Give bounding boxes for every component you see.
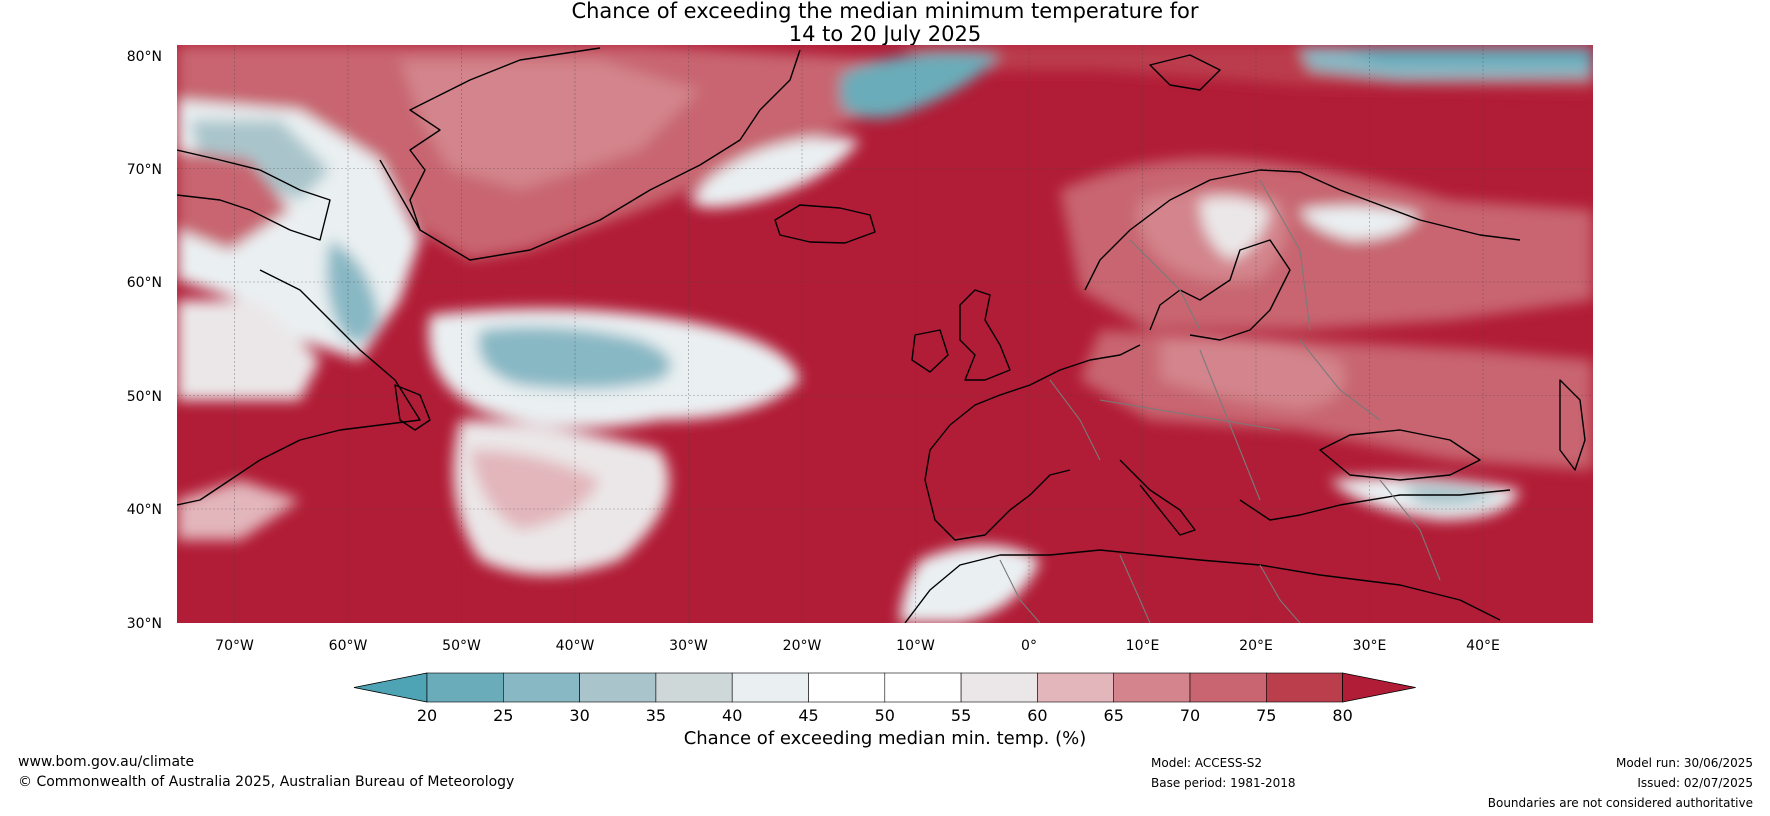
lat-label-40n: 40°N — [127, 502, 162, 518]
disclaimer-text: Boundaries are not considered authoritat… — [1487, 796, 1753, 810]
colorbar-bin — [1266, 672, 1343, 703]
colorbar-tick-label: 60 — [1027, 706, 1047, 725]
colorbar-tick-label: 20 — [417, 706, 437, 725]
colorbar-bin — [1113, 672, 1191, 703]
baffin-coast — [177, 149, 331, 241]
greenland-west — [409, 47, 601, 231]
colorbar-tick-label: 40 — [722, 706, 742, 725]
lon-label-20e: 20°E — [1239, 638, 1273, 654]
greenland-coast — [379, 49, 801, 261]
issued-text: Issued: 02/07/2025 — [1637, 776, 1753, 790]
colorbar-bin — [1037, 672, 1115, 703]
lon-label-70w: 70°W — [215, 638, 254, 654]
lon-label-10w: 10°W — [896, 638, 935, 654]
latitude-labels: 80°N 70°N 60°N 50°N 40°N 30°N — [127, 49, 162, 632]
map-title-line2: 14 to 20 July 2025 — [788, 22, 982, 46]
colorbar-bin — [655, 672, 733, 703]
caspian-coast — [1559, 379, 1586, 471]
colorbar-tick-label: 50 — [875, 706, 895, 725]
colorbar-bin — [1189, 672, 1267, 703]
iberia-coast — [924, 449, 1071, 541]
website-text: www.bom.gov.au/climate — [18, 754, 195, 770]
colorbar-tick-label: 75 — [1256, 706, 1276, 725]
norway-coast — [1084, 169, 1521, 291]
newfoundland-coast — [394, 384, 431, 431]
colorbar-tick-label: 80 — [1332, 706, 1352, 725]
colorbar-bin — [731, 672, 809, 703]
map-title: Chance of exceeding the median minimum t… — [0, 0, 1770, 46]
lon-label-0: 0° — [1021, 638, 1037, 654]
lon-label-60w: 60°W — [329, 638, 368, 654]
probability-field — [177, 45, 1593, 623]
lon-label-10e: 10°E — [1126, 638, 1160, 654]
iceland-coast — [774, 204, 876, 244]
colorbar-bin — [808, 672, 886, 703]
black-sea-coast — [1319, 429, 1481, 481]
colorbar-bin — [502, 672, 580, 703]
colorbar-tick-label: 30 — [569, 706, 589, 725]
svalbard-coast — [1149, 54, 1221, 91]
lat-label-50n: 50°N — [127, 389, 162, 405]
lon-label-20w: 20°W — [783, 638, 822, 654]
italy-coast — [1119, 459, 1196, 536]
baltic-coast — [1149, 239, 1291, 341]
lon-label-30e: 30°E — [1353, 638, 1387, 654]
colorbar-bin — [426, 672, 504, 703]
coastlines — [177, 47, 1586, 623]
lon-label-30w: 30°W — [669, 638, 708, 654]
colorbar-tick-label: 70 — [1180, 706, 1200, 725]
lat-label-30n: 30°N — [127, 616, 162, 632]
lat-label-80n: 80°N — [127, 49, 162, 65]
colorbar-title: Chance of exceeding median min. temp. (%… — [683, 728, 1087, 749]
lat-label-60n: 60°N — [127, 275, 162, 291]
europe-coast — [929, 344, 1141, 451]
copyright-text: © Commonwealth of Australia 2025, Austra… — [18, 774, 515, 790]
colorbar-extend-low — [353, 672, 428, 703]
africa-coast — [904, 549, 1501, 623]
colorbar-tick-label: 35 — [646, 706, 666, 725]
colorbar: 20 25 30 35 40 45 50 55 60 65 70 75 80 — [353, 672, 1416, 725]
colorbar-tick-label: 45 — [798, 706, 818, 725]
ireland-coast — [911, 329, 949, 373]
lon-label-40w: 40°W — [556, 638, 595, 654]
labrador-coast — [177, 269, 421, 506]
lon-label-40e: 40°E — [1466, 638, 1500, 654]
longitude-labels: 70°W 60°W 50°W 40°W 30°W 20°W 10°W 0° 10… — [215, 638, 1500, 654]
lon-label-50w: 50°W — [442, 638, 481, 654]
colorbar-tick-label: 65 — [1104, 706, 1124, 725]
base-period-text: Base period: 1981-2018 — [1151, 776, 1296, 790]
colorbar-extend-high — [1342, 672, 1416, 703]
model-text: Model: ACCESS-S2 — [1151, 756, 1263, 770]
colorbar-tick-label: 25 — [493, 706, 513, 725]
colorbar-bin — [884, 672, 962, 703]
greece-turkey-coast — [1239, 489, 1511, 521]
model-run-text: Model run: 30/06/2025 — [1615, 756, 1753, 770]
country-borders — [999, 179, 1441, 623]
graticule — [177, 45, 1593, 623]
colorbar-tick-label: 55 — [951, 706, 971, 725]
britain-coast — [959, 289, 1011, 381]
lat-label-70n: 70°N — [127, 162, 162, 178]
colorbar-bin — [960, 672, 1038, 703]
map-title-line1: Chance of exceeding the median minimum t… — [571, 0, 1199, 23]
colorbar-bin — [579, 672, 657, 703]
